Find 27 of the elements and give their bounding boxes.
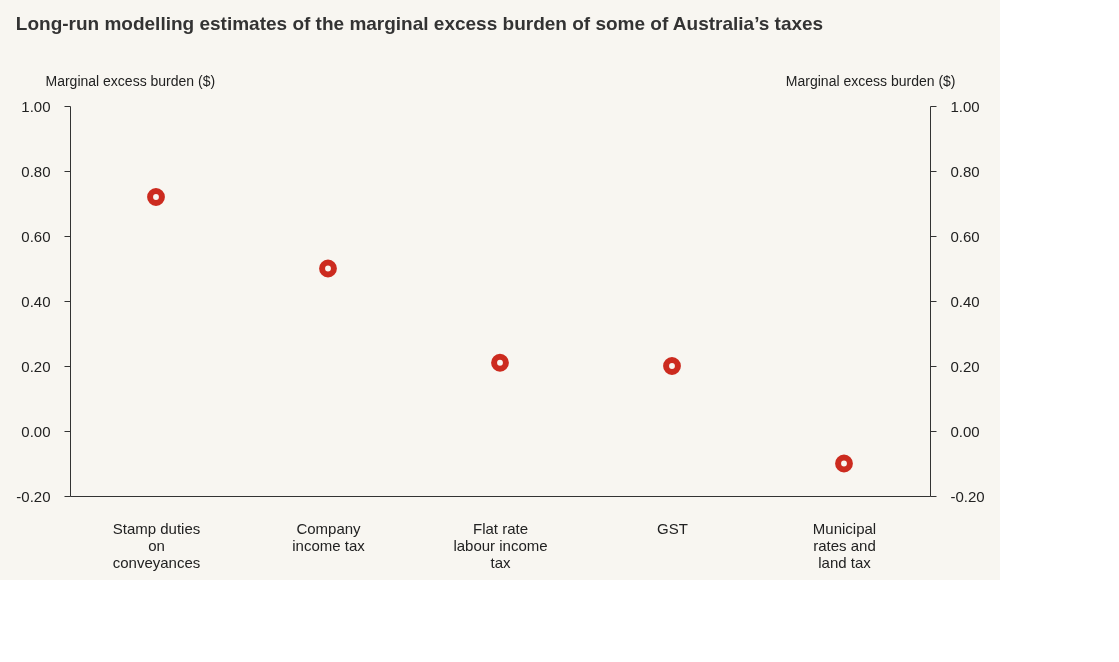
y2-tick-label: 0.00 xyxy=(950,422,980,440)
x-tick-label: Stamp duties on conveyances xyxy=(112,519,201,571)
y-tick-label: 0.00 xyxy=(21,422,51,440)
y-tick-label: 0.40 xyxy=(21,292,51,310)
y-tick-label: -0.20 xyxy=(16,487,51,505)
y-tick-label: 1.00 xyxy=(21,97,51,115)
point xyxy=(147,188,165,206)
point xyxy=(319,259,337,278)
y-tick-label: 0.80 xyxy=(21,162,51,180)
y2-tick-label: 1.00 xyxy=(950,97,980,115)
y-tick-label: 0.20 xyxy=(21,357,51,375)
x-tick-label: Company income tax xyxy=(292,519,366,554)
y2-tick-label: 0.80 xyxy=(950,162,980,180)
y2-tick-label: 0.60 xyxy=(950,227,980,245)
y2-tick-label: -0.20 xyxy=(950,487,985,505)
y-tick-label: 0.60 xyxy=(21,227,51,245)
point xyxy=(491,353,509,372)
y2-axis-title: Marginal excess burden ($) xyxy=(785,72,956,89)
point xyxy=(835,454,853,473)
x-tick-label: Municipal rates and land tax xyxy=(812,519,877,571)
point xyxy=(663,357,681,375)
x-tick-label: Flat rate labour income tax xyxy=(453,519,548,571)
y2-tick-label: 0.40 xyxy=(950,292,980,310)
chart-title: Long-run modelling estimates of the marginal excess burden of some of Australia’s taxes xyxy=(15,13,824,34)
y2-tick-label: 0.20 xyxy=(950,357,980,375)
x-tick-label: GST xyxy=(657,519,688,537)
y-axis-title: Marginal excess burden ($) xyxy=(45,72,216,89)
